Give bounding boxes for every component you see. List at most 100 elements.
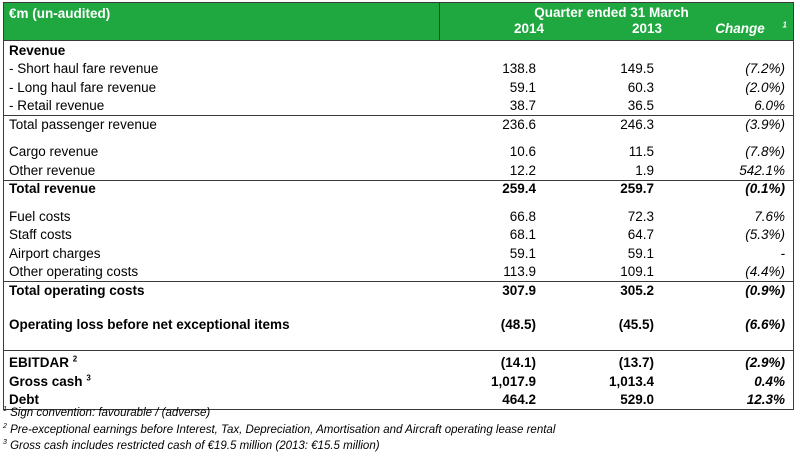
- value-2014: 10.6: [509, 144, 536, 160]
- year-2014-header: 2014: [513, 21, 544, 36]
- row-label-text: EBITDAR: [9, 355, 69, 370]
- row-label: - Retail revenue: [9, 98, 105, 114]
- table-row: Debt 464.2 529.0 12.3%: [4, 391, 793, 410]
- table-row: Cargo revenue 10.6 11.5 (7.8%): [4, 143, 793, 162]
- spacer: [4, 334, 793, 350]
- value-change: 0.4%: [754, 373, 785, 389]
- value-2014: 59.1: [509, 79, 536, 95]
- value-2014: 259.4: [502, 181, 536, 197]
- value-2014: 138.8: [502, 61, 536, 77]
- footnote-text: Gross cash includes restricted cash of €…: [6, 440, 380, 452]
- value-change: (0.1%): [745, 181, 785, 197]
- value-2013: 149.5: [620, 61, 654, 77]
- row-label: Total passenger revenue: [9, 116, 157, 132]
- value-2013: 64.7: [627, 227, 654, 243]
- table-row: Other operating costs 113.9 109.1 (4.4%): [4, 263, 793, 282]
- row-label: Debt: [9, 392, 39, 408]
- value-change: 542.1%: [739, 162, 785, 178]
- footnote-mark: 3: [3, 439, 7, 447]
- table-row: Fuel costs 66.8 72.3 7.6%: [4, 207, 793, 226]
- row-label: Fuel costs: [9, 208, 71, 224]
- year-2013-header: 2013: [631, 21, 662, 36]
- spacer: [4, 300, 793, 316]
- row-label: Other revenue: [9, 162, 96, 178]
- value-change: 7.6%: [754, 208, 785, 224]
- footnote-mark: 1: [3, 406, 7, 414]
- table-row: Total revenue 259.4 259.7 (0.1%): [4, 179, 793, 199]
- value-change: (7.2%): [745, 61, 785, 77]
- value-2014: 236.6: [502, 116, 536, 132]
- table-row: - Short haul fare revenue 138.8 149.5 (7…: [4, 60, 793, 79]
- change-header: Change 1: [676, 21, 793, 36]
- table-row: Gross cash 3 1,017.9 1,013.4 0.4%: [4, 372, 793, 391]
- row-label: - Short haul fare revenue: [9, 61, 159, 77]
- spacer: [4, 198, 793, 207]
- value-2014: 66.8: [509, 208, 536, 224]
- table-row: EBITDAR 2 (14.1) (13.7) (2.9%): [4, 350, 793, 372]
- table-row: Other revenue 12.2 1.9 542.1%: [4, 161, 793, 180]
- value-2014: (14.1): [500, 355, 536, 370]
- value-2014: 464.2: [502, 392, 536, 408]
- value-change: -: [780, 245, 786, 261]
- row-label: Gross cash 3: [4, 374, 440, 389]
- value-2014: 68.1: [509, 227, 536, 243]
- footnote-mark: 2: [3, 422, 7, 430]
- row-label: Revenue: [9, 42, 66, 58]
- value-change: (2.0%): [745, 79, 785, 95]
- value-2013: (45.5): [618, 317, 654, 333]
- row-label: Total operating costs: [9, 282, 145, 298]
- value-2013: 59.1: [627, 245, 654, 261]
- row-label: Cargo revenue: [9, 144, 99, 160]
- row-label-text: Gross cash: [9, 373, 83, 389]
- results-table: €m (un-audited) Quarter ended 31 March 2…: [3, 2, 794, 410]
- value-2014: 59.1: [509, 245, 536, 261]
- spacer: [4, 134, 793, 143]
- value-2013: 72.3: [627, 208, 654, 224]
- value-2014: 12.2: [509, 162, 536, 178]
- value-2014: (48.5): [500, 317, 536, 333]
- value-2013: (13.7): [618, 355, 654, 370]
- value-change: 12.3%: [746, 392, 785, 408]
- row-label: Total revenue: [9, 181, 96, 197]
- table-row: - Retail revenue 38.7 36.5 6.0%: [4, 97, 793, 116]
- value-2013: 109.1: [620, 264, 654, 280]
- value-2013: 305.2: [620, 282, 654, 298]
- table-row: Total passenger revenue 236.6 246.3 (3.9…: [4, 115, 793, 134]
- footnote-text: Sign convention: favourable / (adverse): [6, 407, 211, 419]
- value-2013: 529.0: [620, 392, 654, 408]
- table-row: Airport charges 59.1 59.1 -: [4, 244, 793, 263]
- change-footnote-mark: 1: [782, 20, 787, 30]
- unit-label: €m (un-audited): [4, 3, 440, 40]
- value-2013: 259.7: [620, 181, 654, 197]
- footnote-mark: 3: [86, 373, 91, 383]
- period-header: Quarter ended 31 March 2014 2013 Change …: [440, 3, 793, 40]
- value-change: (0.9%): [745, 282, 785, 298]
- row-label: Airport charges: [9, 245, 101, 261]
- table-header: €m (un-audited) Quarter ended 31 March 2…: [4, 3, 793, 41]
- footnotes: 1 Sign convention: favourable / (adverse…: [3, 405, 555, 455]
- value-change: 6.0%: [754, 98, 785, 114]
- change-header-label: Change: [715, 21, 765, 36]
- footnote-mark: 2: [72, 354, 78, 364]
- value-2013: 60.3: [627, 79, 654, 95]
- table-row: Total operating costs 307.9 305.2 (0.9%): [4, 281, 793, 300]
- footnote-text: Pre-exceptional earnings before Interest…: [6, 423, 556, 436]
- row-label: Other operating costs: [9, 264, 139, 280]
- value-change: (4.4%): [745, 264, 785, 280]
- value-2013: 1,013.4: [608, 373, 654, 389]
- value-2013: 11.5: [628, 144, 654, 160]
- value-change: (5.3%): [745, 227, 785, 243]
- row-label: EBITDAR 2: [4, 355, 440, 370]
- row-label: Operating loss before net exceptional it…: [9, 317, 290, 333]
- value-2013: 246.3: [620, 116, 654, 132]
- table-row: - Long haul fare revenue 59.1 60.3 (2.0%…: [4, 78, 793, 97]
- table-row: Staff costs 68.1 64.7 (5.3%): [4, 226, 793, 245]
- value-change: (6.6%): [745, 317, 785, 333]
- period-label: Quarter ended 31 March: [534, 5, 689, 20]
- value-2014: 1,017.9: [490, 373, 536, 389]
- value-2013: 36.5: [627, 98, 654, 114]
- footnote-1: 1 Sign convention: favourable / (adverse…: [3, 405, 555, 422]
- value-2014: 307.9: [502, 282, 536, 298]
- value-change: (7.8%): [745, 144, 785, 160]
